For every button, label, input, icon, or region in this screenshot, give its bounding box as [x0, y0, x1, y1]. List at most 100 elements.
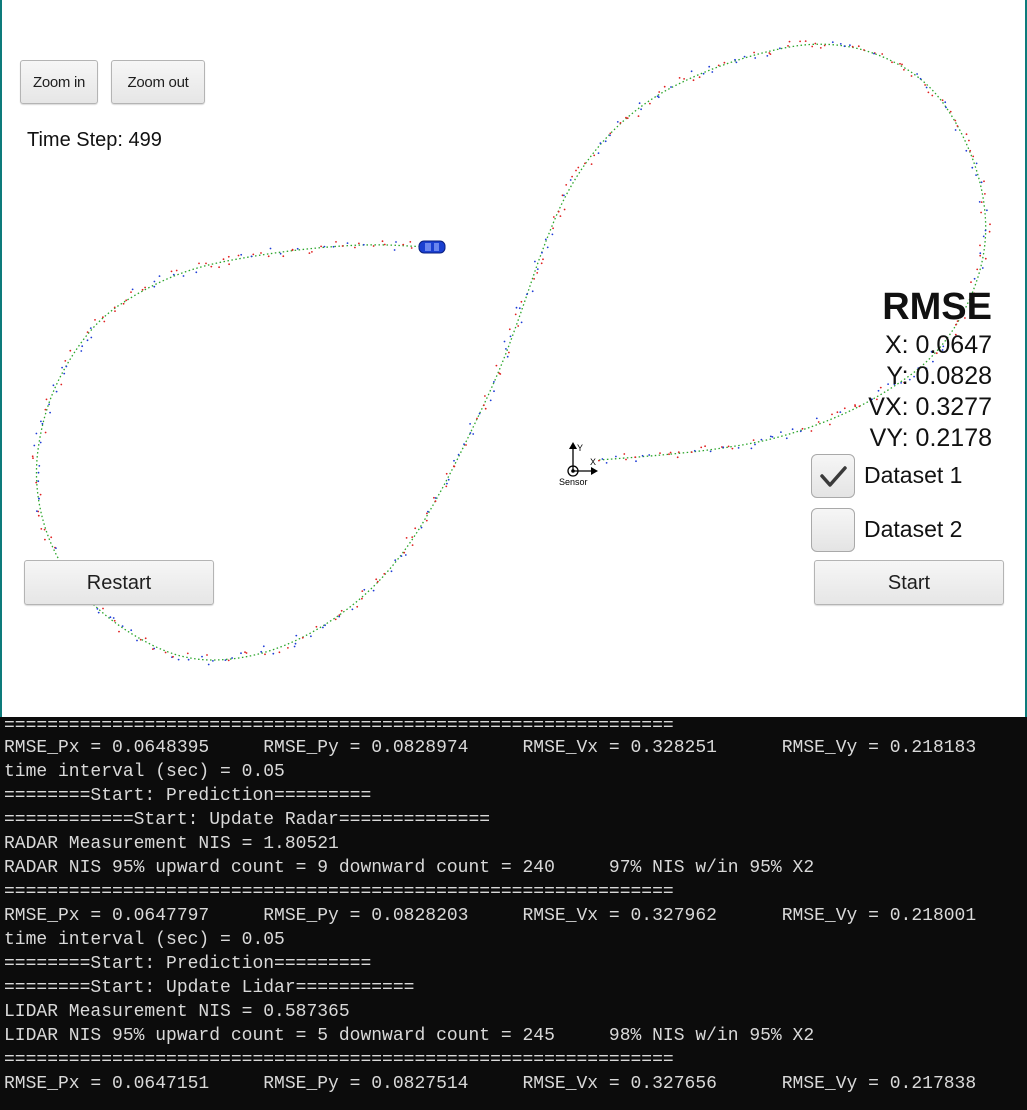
console-line: RADAR Measurement NIS = 1.80521: [4, 834, 339, 854]
measurement-marker: [114, 310, 116, 312]
measurement-marker: [433, 496, 435, 499]
measurement-marker: [38, 465, 41, 467]
measurement-marker: [207, 663, 210, 666]
measurement-marker: [503, 340, 506, 343]
zoom-in-button[interactable]: Zoom in: [20, 60, 98, 104]
measurement-marker: [457, 453, 460, 456]
measurement-marker: [903, 381, 905, 384]
measurement-marker: [484, 407, 487, 410]
dataset-2-checkbox[interactable]: [811, 508, 855, 552]
measurement-marker: [565, 184, 568, 186]
measurement-marker: [700, 446, 703, 449]
start-button[interactable]: Start: [814, 560, 1004, 605]
measurement-marker: [113, 306, 116, 309]
measurement-marker: [45, 398, 48, 401]
measurement-marker: [692, 79, 695, 82]
measurement-marker: [980, 181, 983, 184]
measurement-marker: [37, 480, 40, 483]
dataset-1-label[interactable]: Dataset 1: [864, 462, 963, 488]
measurement-marker: [709, 450, 712, 453]
measurement-marker: [531, 290, 534, 293]
measurement-marker: [411, 536, 414, 538]
restart-button[interactable]: Restart: [24, 560, 214, 605]
measurement-marker: [472, 433, 475, 435]
measurement-marker: [520, 300, 523, 303]
measurement-marker: [829, 423, 831, 426]
measurement-marker: [94, 319, 96, 321]
measurement-marker: [282, 255, 285, 258]
measurement-marker: [737, 447, 740, 449]
measurement-marker: [383, 243, 386, 246]
measurement-marker: [36, 510, 38, 512]
measurement-marker: [534, 260, 536, 263]
measurement-marker: [375, 578, 378, 581]
measurement-marker: [112, 617, 115, 619]
measurement-marker: [971, 302, 974, 304]
measurement-marker: [294, 642, 297, 645]
measurement-marker: [577, 166, 580, 169]
measurement-marker: [172, 655, 174, 658]
measurement-marker: [750, 447, 753, 450]
measurement-marker: [702, 72, 705, 75]
measurement-marker: [394, 559, 397, 562]
measurement-marker: [982, 235, 985, 238]
measurement-marker: [787, 45, 789, 47]
measurement-marker: [877, 389, 880, 392]
dataset-2-label[interactable]: Dataset 2: [864, 516, 963, 542]
measurement-marker: [293, 645, 296, 648]
rmse-x: X: 0.0647: [884, 331, 992, 359]
measurement-marker: [526, 293, 528, 296]
measurement-marker: [670, 86, 672, 88]
measurement-marker: [678, 77, 681, 79]
measurement-marker: [267, 255, 270, 258]
measurement-marker: [623, 453, 626, 455]
measurement-marker: [37, 471, 40, 474]
measurement-marker: [978, 201, 981, 203]
measurement-marker: [899, 62, 901, 65]
dataset-1-checkbox[interactable]: [811, 454, 855, 498]
console-output: ========================================…: [0, 717, 1027, 1110]
measurement-marker: [354, 246, 356, 249]
measurement-marker: [372, 589, 375, 592]
measurement-marker: [141, 288, 144, 291]
measurement-marker: [819, 47, 822, 49]
measurement-marker: [97, 611, 100, 614]
measurement-marker: [32, 457, 34, 459]
measurement-marker: [955, 323, 957, 326]
measurement-marker: [965, 149, 968, 152]
simulator-view: Y X Sensor Zoom in Zoom out Time Step: 4…: [0, 0, 1027, 717]
measurement-marker: [103, 320, 106, 323]
measurement-marker: [533, 278, 535, 280]
measurement-marker: [50, 536, 53, 539]
measurement-marker: [954, 129, 957, 131]
measurement-marker: [604, 140, 607, 143]
measurement-marker: [311, 251, 313, 253]
measurement-marker: [597, 152, 600, 155]
measurement-marker: [427, 510, 429, 513]
zoom-out-button[interactable]: Zoom out: [111, 60, 205, 104]
measurement-marker: [152, 648, 154, 650]
measurement-marker: [811, 45, 814, 48]
time-step-label: Time Step: 499: [27, 129, 162, 151]
measurement-marker: [609, 132, 612, 135]
measurement-marker: [973, 292, 975, 295]
measurement-marker: [63, 372, 66, 375]
measurement-marker: [831, 41, 834, 44]
measurement-marker: [956, 125, 959, 127]
measurement-marker: [945, 106, 947, 109]
measurement-marker: [356, 605, 359, 608]
measurement-marker: [237, 254, 240, 257]
measurement-marker: [136, 639, 138, 642]
measurement-marker: [231, 657, 234, 659]
measurement-marker: [942, 345, 945, 348]
measurement-marker: [638, 102, 641, 105]
measurement-marker: [815, 417, 818, 420]
measurement-marker: [301, 636, 304, 639]
measurement-marker: [975, 162, 978, 165]
measurement-marker: [52, 384, 55, 387]
rmse-panel: RMSE X: 0.0647 Y: 0.0828 VX: 0.3277 VY: …: [868, 284, 992, 454]
measurement-marker: [308, 252, 311, 255]
measurement-marker: [924, 84, 926, 86]
measurement-marker: [942, 335, 944, 338]
measurement-marker: [187, 658, 190, 661]
